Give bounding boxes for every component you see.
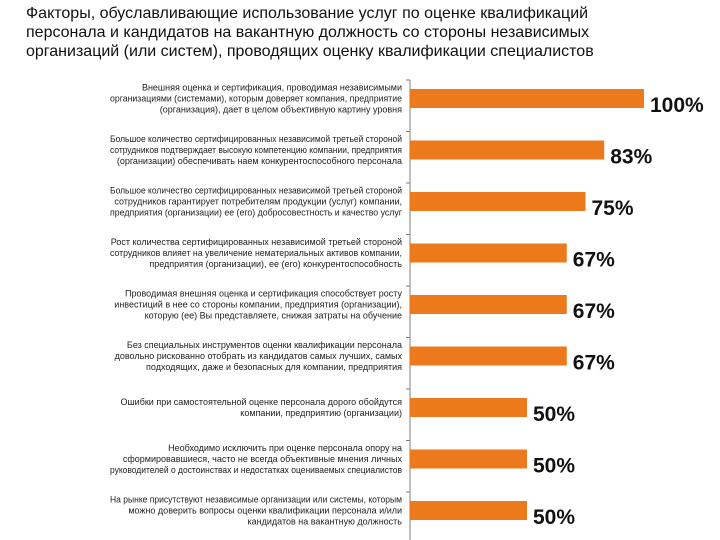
category-label-line: руководителей о достоинствах и недостатк… [110,465,402,475]
chart-title: Факторы, обуславливающие использование у… [26,4,706,61]
value-label-7: 50% [533,403,575,426]
category-label-line: Большое количество сертифицированных нез… [110,186,402,196]
value-label-8: 50% [533,455,575,478]
category-label-line: Большое количество сертифицированных нез… [110,134,402,144]
bar-2 [410,140,605,160]
bar-3 [410,192,586,211]
category-label-5: Проводимая внешняя оценка и сертификация… [114,289,402,321]
category-label-line: которую (ее) Вы представляете, снижая за… [145,311,402,321]
category-label-8: Необходимо исключить при оценке персонал… [110,443,402,475]
category-label-line: инвестиций в нее со стороны компании, пр… [114,300,402,310]
category-label-line: сотрудников подтверждает высокую компете… [110,145,402,155]
value-label-4: 67% [573,249,615,272]
category-label-line: предприятия (организации), ее (его) конк… [149,259,402,269]
bar-5 [410,295,567,314]
category-label-line: сотрудников гарантирует потребителям про… [114,197,402,207]
bar-1 [410,89,644,108]
bar-4 [410,243,567,263]
category-label-line: подходящих, даже и безопасных для компан… [146,362,402,372]
bar-9 [410,501,527,520]
category-label-line: предприятия (организации) ее (его) добро… [110,208,403,218]
category-label-6: Без специальных инструментов оценки квал… [115,340,403,372]
category-label-line: сформировавшиеся, часто не всегда объект… [123,454,403,464]
bar-7 [410,398,527,417]
value-label-6: 67% [573,352,615,375]
category-label-line: довольно рискованно отобрать из кандидат… [115,351,403,361]
value-label-3: 75% [592,197,634,220]
value-label-5: 67% [573,300,615,323]
category-label-line: (организации) обеспечивать наем конкурен… [117,156,402,166]
category-label-1: Внешняя оценка и сертификация, проводима… [110,83,402,115]
category-label-line: Проводимая внешняя оценка и сертификация… [125,289,403,299]
category-label-line: Без специальных инструментов оценки квал… [127,340,402,350]
category-label-line: На рынке присутствуют независимые органи… [110,495,402,505]
category-label-line: Внешняя оценка и сертификация, проводима… [142,83,402,93]
category-label-line: (организация), дает в целом объективную … [160,105,402,115]
category-label-line: Рост количества сертифицированных незави… [111,237,402,247]
chart-title-line-3: организаций (или систем), проводящих оце… [26,43,594,60]
category-label-line: сотрудников влияет на увеличение нематер… [110,248,402,258]
bar-8 [410,449,527,469]
category-label-line: организациями (системами), которым довер… [110,94,402,104]
category-label-3: Большое количество сертифицированных нез… [110,186,403,218]
category-label-line: Необходимо исключить при оценке персонал… [168,443,402,453]
chart-title-line-2: персонала и кандидатов на вакантную долж… [26,24,590,41]
category-label-line: Ошибки при самостоятельной оценке персон… [120,397,402,407]
category-label-7: Ошибки при самостоятельной оценке персон… [120,397,402,418]
category-label-line: кандидатов на вакантную должность [248,517,403,527]
category-label-line: можно доверить вопросы оценки квалификац… [128,506,402,516]
category-label-2: Большое количество сертифицированных нез… [110,134,402,166]
category-label-4: Рост количества сертифицированных незави… [110,237,402,269]
category-label-9: На рынке присутствуют независимые органи… [110,495,402,527]
value-label-9: 50% [533,506,575,529]
value-label-1: 100% [650,94,704,117]
category-label-line: компании, предприятию (организации) [240,408,402,418]
bar-6 [410,346,567,366]
value-label-2: 83% [610,146,652,169]
chart-title-line-1: Факторы, обуславливающие использование у… [26,5,589,22]
